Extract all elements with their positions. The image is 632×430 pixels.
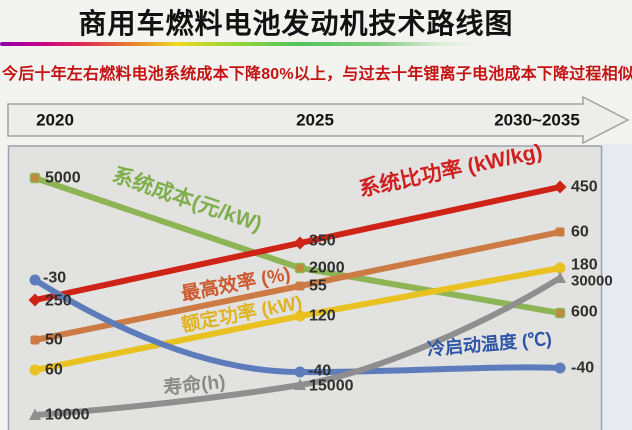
- marker-lifetime-2025: [294, 378, 306, 390]
- marker-system-cost-2030: [554, 307, 566, 319]
- marker-specific-power-2025: [293, 236, 307, 250]
- page-title: 商用车燃料电池发动机技术路线图: [78, 8, 514, 39]
- marker-lifetime-2030: [554, 271, 566, 283]
- marker-rated-power-2020: [29, 364, 41, 376]
- value-specific-power-2025: 350: [309, 233, 336, 250]
- value-rated-power-2020: 60: [45, 362, 63, 379]
- value-system-cost-2030: 600: [571, 304, 598, 321]
- marker-cold-start-2030: [554, 362, 566, 374]
- marker-system-cost-2020: [29, 172, 41, 184]
- year-label-2020: 2020: [36, 111, 74, 130]
- marker-rated-power-2030: [554, 262, 566, 274]
- marker-max-efficiency-2030: [555, 227, 565, 237]
- rainbow-divider: [0, 42, 480, 46]
- marker-rated-power-2025: [294, 310, 306, 322]
- value-specific-power-2030: 450: [571, 179, 598, 196]
- timeline-arrow-shape: [7, 95, 630, 145]
- value-cold-start-2030: -40: [571, 360, 594, 377]
- subtitle-text: 今后十年左右燃料电池系统成本下降80%以上，与过去十年锂离子电池成本下降过程相似: [2, 66, 632, 83]
- timeline-arrow: 2020 2025 2030~2035: [7, 95, 630, 145]
- marker-lifetime-2020: [29, 408, 41, 420]
- value-cold-start-2020: -30: [43, 270, 66, 287]
- marker-max-efficiency-2025: [295, 281, 305, 291]
- marker-cold-start-2025: [294, 366, 306, 378]
- marker-specific-power-2030: [553, 180, 567, 194]
- value-lifetime-2030: 30000: [571, 273, 613, 290]
- right-margin-strip: [602, 144, 632, 430]
- value-max-efficiency-2030: 60: [571, 224, 589, 241]
- value-specific-power-2020: 250: [45, 293, 72, 310]
- marker-cold-start-2020: [29, 274, 41, 286]
- value-lifetime-2025: 15000: [309, 378, 354, 395]
- value-system-cost-2020: 5000: [45, 170, 81, 187]
- value-max-efficiency-2020: 50: [45, 332, 63, 349]
- value-rated-power-2025: 120: [309, 308, 336, 325]
- marker-system-cost-2025: [294, 262, 306, 274]
- year-label-2030-2035: 2030~2035: [494, 111, 580, 130]
- marker-specific-power-2020: [28, 293, 42, 307]
- value-max-efficiency-2025: 55: [309, 278, 327, 295]
- value-lifetime-2020: 10000: [45, 407, 90, 424]
- year-label-2025: 2025: [296, 111, 334, 130]
- value-cold-start-2025: -40: [308, 363, 331, 380]
- value-rated-power-2030: 180: [571, 257, 598, 274]
- marker-max-efficiency-2020: [30, 335, 40, 345]
- value-system-cost-2025: 2000: [309, 260, 345, 277]
- roadmap-chart: 5000 -30 250 50 60 10000 350 2000 55 120…: [7, 144, 632, 430]
